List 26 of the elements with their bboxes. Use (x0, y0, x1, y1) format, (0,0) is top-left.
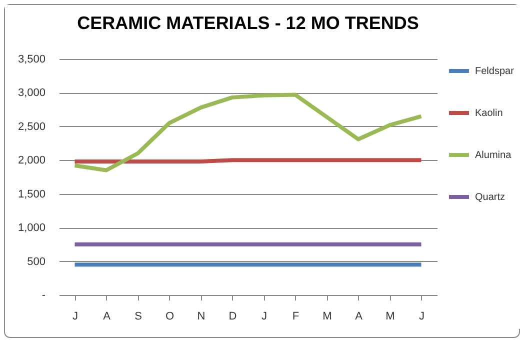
x-tick-label: M (386, 310, 395, 322)
x-tick-label: M (322, 310, 332, 322)
y-tick-label: 2,000 (18, 154, 46, 167)
x-tick-label: D (228, 310, 237, 322)
y-tick-label: 2,500 (18, 120, 46, 133)
y-tick-label: - (42, 290, 46, 302)
legend-label: Feldspar (475, 66, 515, 77)
x-tick-label: A (355, 310, 364, 322)
x-tick-label: F (292, 310, 300, 322)
x-tick-label: J (262, 310, 267, 322)
x-tick-label: J (72, 310, 78, 322)
legend-label: Quartz (475, 192, 506, 203)
x-tick-label: A (103, 310, 112, 322)
line-series (72, 92, 424, 172)
x-tick-label: S (134, 310, 142, 322)
y-tick-label: 500 (27, 256, 46, 268)
legend-label: Alumina (475, 150, 512, 161)
legend-label: Kaolin (475, 108, 503, 119)
chart-title: CERAMIC MATERIALS - 12 MO TRENDS (77, 13, 419, 33)
y-tick-label: 3,000 (18, 87, 46, 100)
x-tick-label: N (197, 310, 206, 322)
y-tick-label: 1,000 (18, 222, 46, 234)
x-tick-label: O (165, 310, 174, 322)
y-tick-label: 1,500 (18, 188, 46, 200)
x-tick-label: J (419, 310, 424, 322)
y-tick-label: 3,500 (18, 54, 46, 66)
